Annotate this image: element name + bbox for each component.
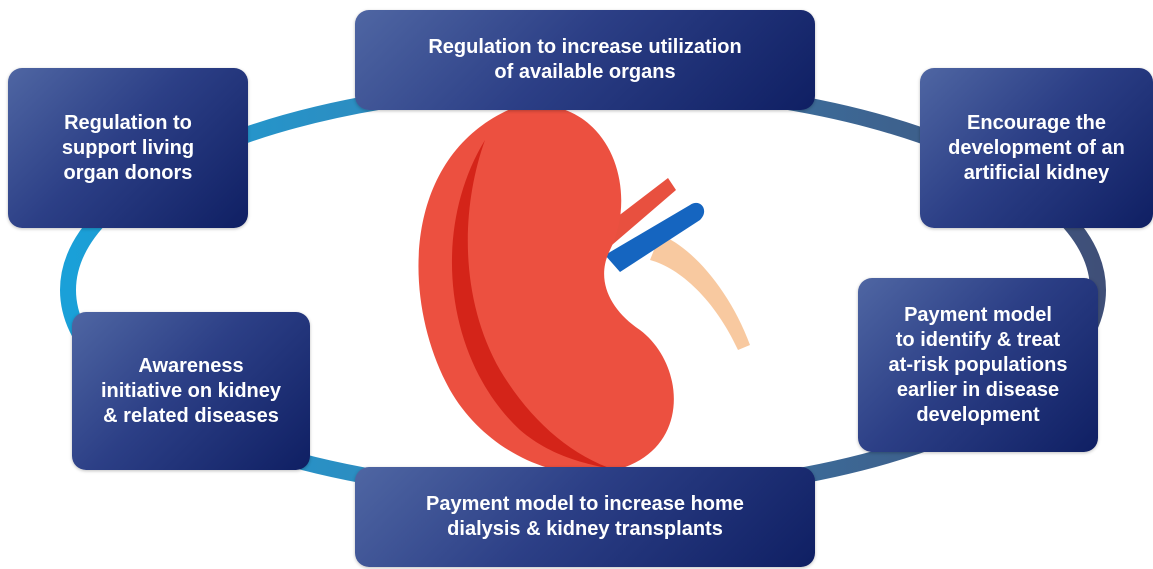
node-label: to identify & treat [896,328,1060,353]
node-label: Payment model to increase home [426,492,744,517]
node-label: artificial kidney [964,161,1110,186]
node-label: Encourage the [967,111,1106,136]
diagram: Regulation to increase utilizationof ava… [0,0,1153,569]
node-label: Regulation to [64,111,192,136]
node-label: Payment model [904,303,1052,328]
node-label: earlier in disease [897,378,1059,403]
kidney-illustration [418,104,750,473]
node-label: Awareness [138,354,243,379]
node-label: at-risk populations [889,353,1068,378]
node-label: of available organs [494,60,675,85]
node-label: initiative on kidney [101,379,281,404]
node-label: development of an [948,136,1125,161]
node-label: organ donors [64,161,193,186]
node-label: & related diseases [103,404,279,429]
node-label: development [916,403,1039,428]
node-label: dialysis & kidney transplants [447,517,723,542]
node-label: Regulation to increase utilization [428,35,741,60]
node-label: support living [62,136,194,161]
